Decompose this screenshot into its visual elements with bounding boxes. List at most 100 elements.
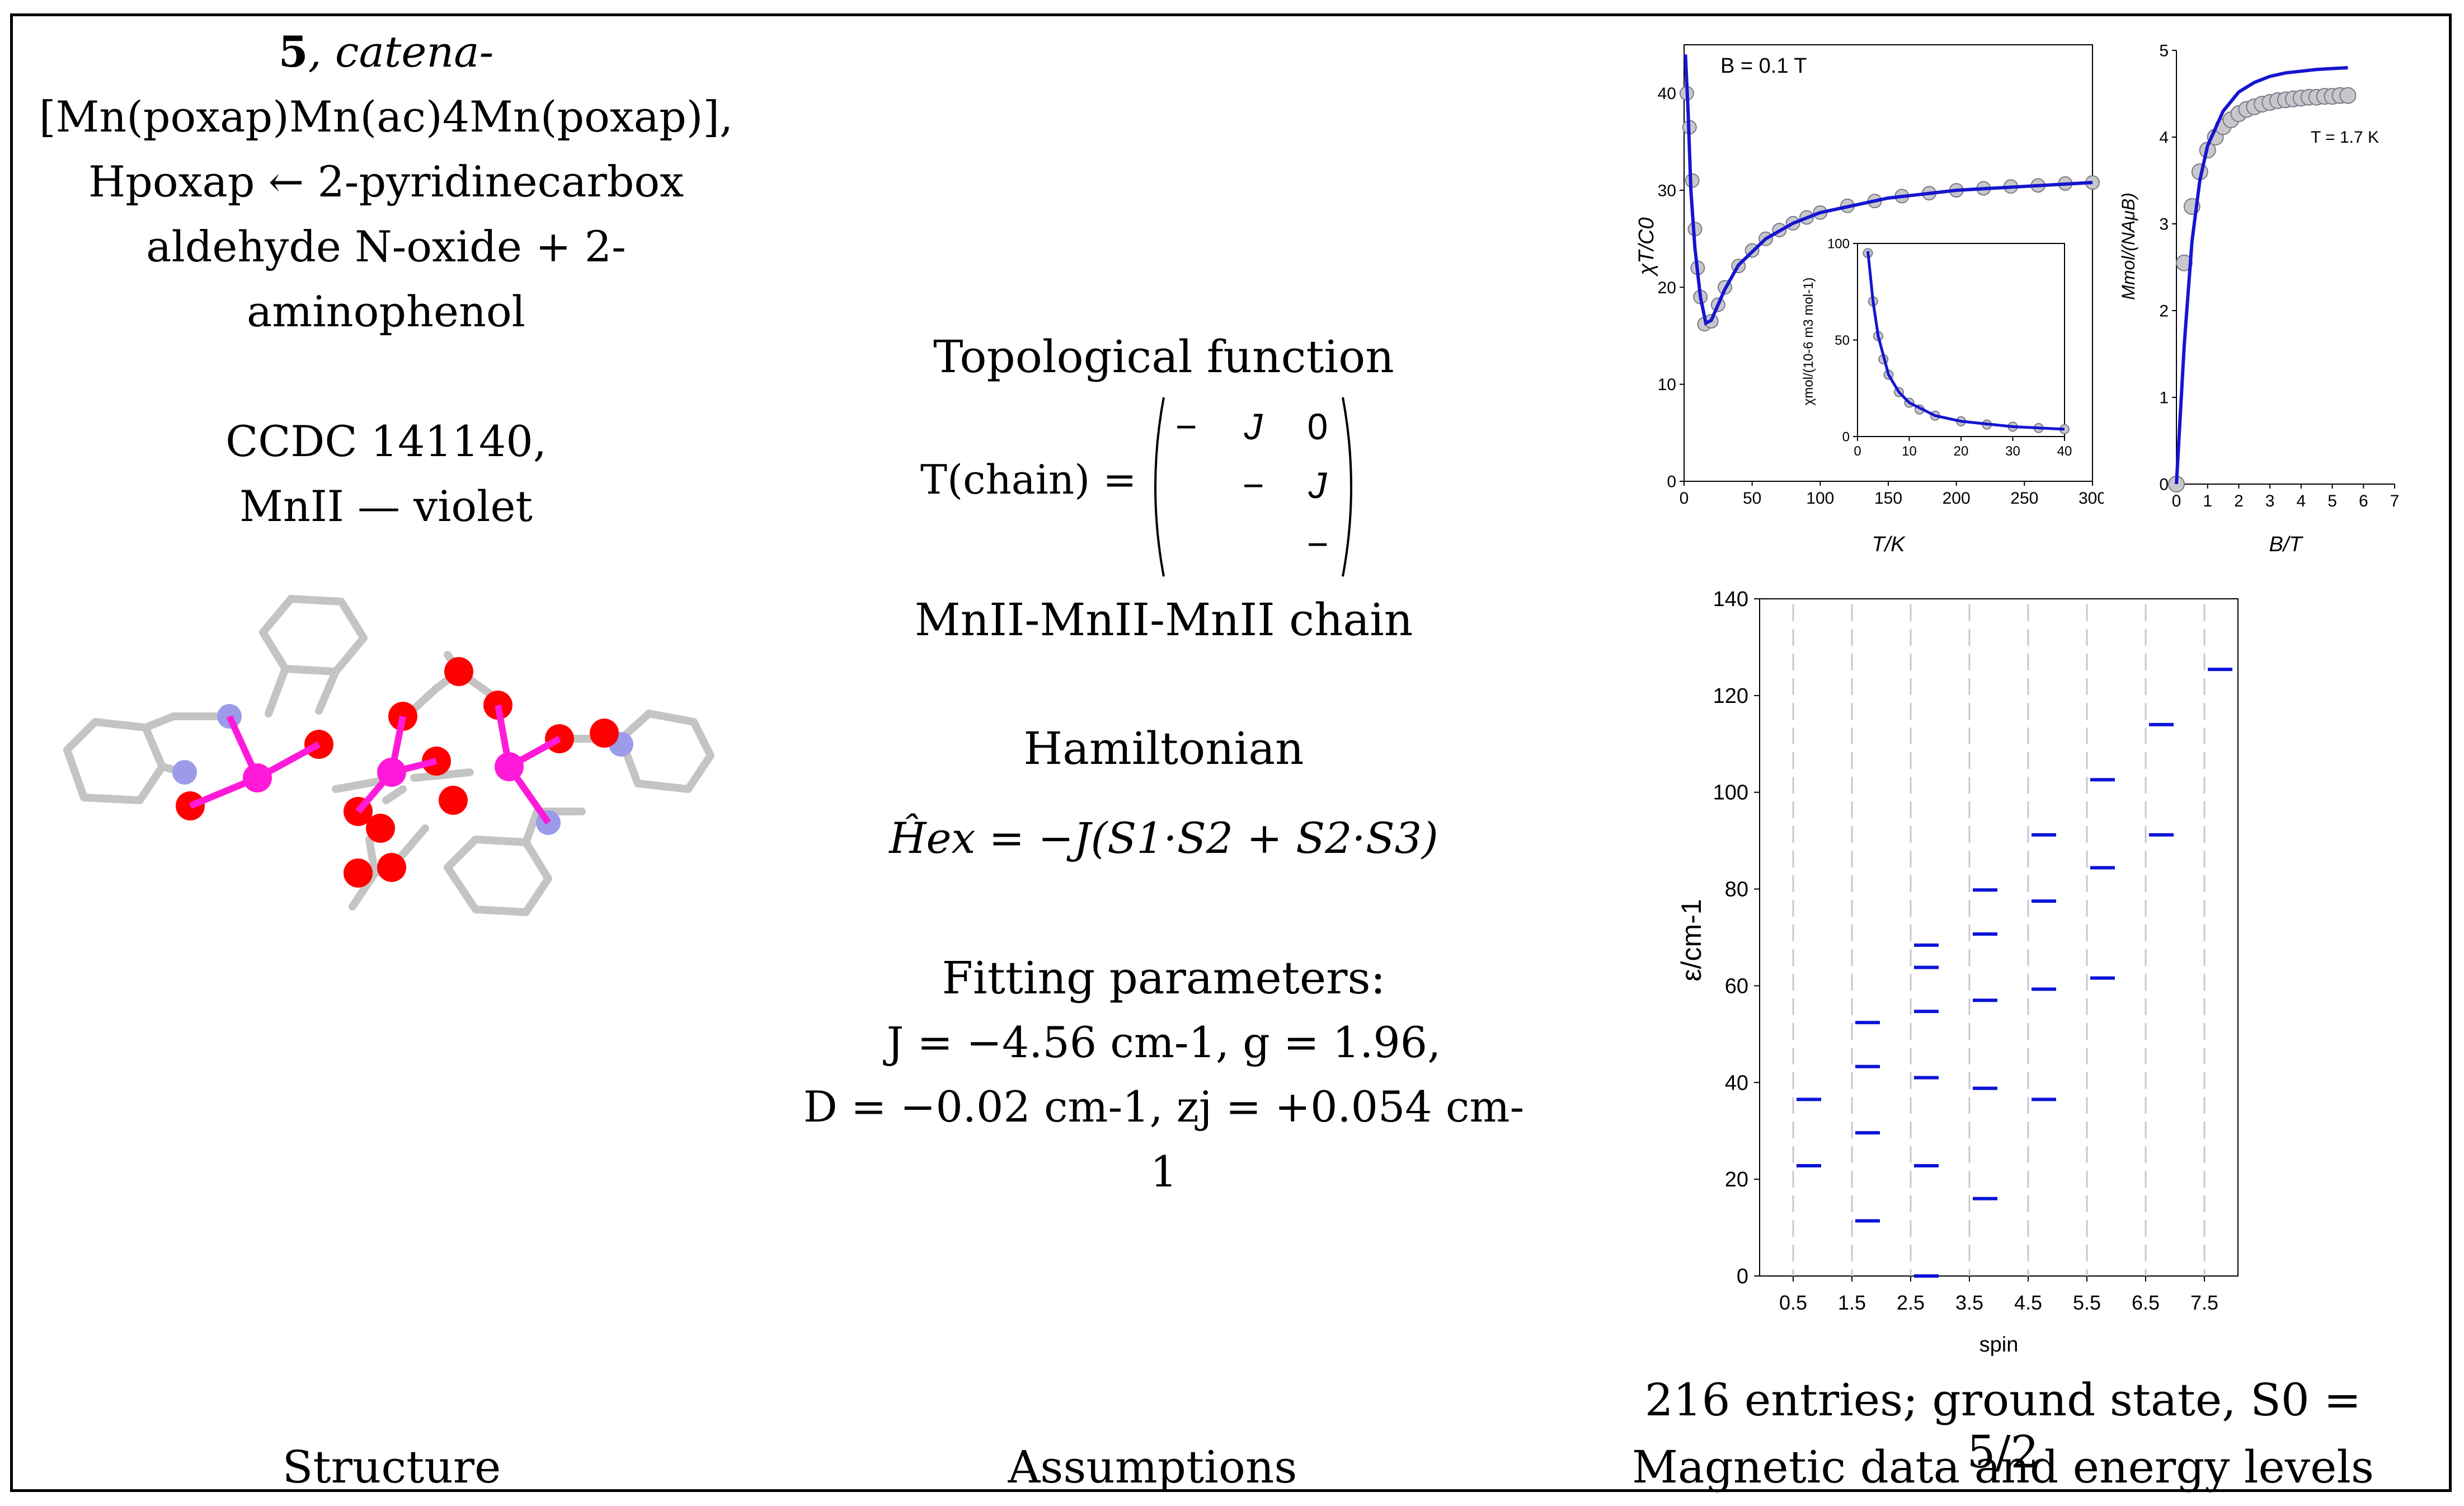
data-point [2339,87,2357,104]
pyridine-ring-right [617,710,714,793]
x-tick-label: 100 [1806,489,1834,508]
matrix-cell: − [1307,523,1329,565]
ligand-line-2: aldehyde N-oxide + 2- [146,222,626,271]
y-tick-label: 1 [2159,389,2169,407]
caption-structure: Structure [282,1441,501,1493]
x-tick-label: 0.5 [1779,1291,1807,1314]
color-note: MnII — violet [239,481,533,531]
y-tick-label: 0 [1842,429,1850,444]
ccdc-code: CCDC 141140, [225,416,547,466]
y-tick-label: 2 [2159,302,2169,321]
x-tick-label: 40 [2057,444,2072,459]
entries-caption: 216 entries; ground state, S0 = 5/2 [1644,1374,2362,1478]
y-axis-label: ε/cm-1 [1676,899,1707,981]
y-tick-label: 120 [1713,684,1748,708]
x-tick-label: 5 [2327,492,2337,510]
chart-title: B = 0.1 T [1720,54,1807,78]
y-tick-label: 30 [1658,182,1676,200]
compound-description: 5, catena- [Mn(poxap)Mn(ac)4Mn(poxap)], … [34,20,739,539]
x-axis-label: B/T [2269,533,2303,556]
y-tick-label: 0 [1737,1265,1748,1288]
x-tick-label: 0 [2172,492,2181,510]
matrix-cell: 0 [1308,406,1328,447]
y-tick-label: 60 [1725,974,1748,998]
ligand-line-1: Hpoxap ← 2-pyridinecarbox [88,157,684,207]
y-tick-label: 4 [2159,129,2169,147]
compound-number: 5 [278,27,308,77]
x-tick-label: 250 [2010,489,2038,508]
y-tick-label: 100 [1827,236,1850,251]
x-tick-label: 7 [2390,492,2400,510]
molecular-structure [63,595,714,916]
chain-label: MnII-MnII-MnII chain [914,594,1413,646]
y-axis-label: χT/C0 [1635,217,1658,276]
y-tick-label: 100 [1713,781,1748,805]
y-tick-label: 0 [1667,473,1676,491]
y-tick-label: 5 [2159,42,2169,60]
x-tick-label: 20 [1954,444,1969,459]
fit-line [1866,251,2065,431]
x-tick-label: 6.5 [2132,1291,2160,1314]
topological-title: Topological function [933,331,1394,383]
x-tick-label: 6 [2359,492,2368,510]
fit-line [2175,66,2348,485]
x-tick-label: 5.5 [2073,1291,2101,1314]
topological-lhs: T(chain) = [920,456,1137,503]
x-axis-label: spin [1979,1333,2019,1357]
hamiltonian-title: Hamiltonian [1023,722,1304,775]
hamiltonian-equation: Ĥex = −J(S1·S2 + S2·S3) [889,813,1438,863]
fitting-line-1: J = −4.56 cm-1, g = 1.96, [886,1017,1441,1067]
plot-frame [1759,598,2239,1277]
x-axis-label: T/K [1871,533,1906,556]
y-axis-label: Mmol/(NAμB) [2118,193,2138,300]
mn-bonds [189,704,561,825]
y-tick-label: 50 [1835,333,1850,348]
fitting-line-2: D = −0.02 cm-1, zj = +0.054 cm-1 [803,1082,1525,1197]
compound-formula: [Mn(poxap)Mn(ac)4Mn(poxap)], [39,92,733,142]
matrix-cell: − [1175,406,1197,447]
x-tick-label: 1 [2203,492,2212,510]
caption-magnetic: Magnetic data and energy levels [1631,1441,2374,1493]
phenol-ring-top [259,595,368,675]
x-tick-label: 0 [1680,489,1689,508]
x-tick-label: 3.5 [1955,1291,1983,1314]
x-tick-label: 30 [2005,444,2020,459]
energy-levels-chart: 0 20 40 60 80 100 120 140 0.5 1.5 2.5 3.5 4.5 5.5 6.5 7… [1676,588,2239,1357]
matrix-cell: J [1308,465,1328,506]
y-tick-label: 10 [1658,376,1676,394]
matrix-right-bracket [1342,397,1352,577]
fitting-title: Fitting parameters: [942,952,1386,1004]
topology-matrix: − J 0 − J − [1154,397,1352,577]
plot-frame [1857,243,2065,437]
x-tick-label: 3 [2265,492,2275,510]
x-tick-label: 200 [1943,489,1971,508]
ligand-line-3: aminophenol [247,287,525,336]
y-tick-label: 40 [1658,85,1676,103]
y-tick-label: 80 [1725,878,1748,902]
y-tick-label: 3 [2159,215,2169,234]
matrix-cell: − [1243,465,1264,506]
pyridine-ring-left [63,718,166,804]
y-tick-label: 140 [1713,588,1748,611]
x-tick-label: 4.5 [2014,1291,2042,1314]
y-tick-label: 20 [1725,1168,1748,1191]
x-tick-label: 1.5 [1838,1291,1866,1314]
fit-line [1684,54,2093,326]
x-tick-label: 2.5 [1897,1291,1925,1314]
magnetization-chart: 0 1 2 3 4 5 6 7 0 1 2 3 4 5 T = 1.7 K B/T Mmol/(NAμB) [2118,42,2400,557]
x-tick-label: 7.5 [2190,1291,2218,1314]
phenol-ring-bottom [444,836,552,916]
nitrogen-atom [172,760,197,785]
figure-frame [10,13,2452,1492]
y-tick-label: 20 [1658,279,1676,297]
x-tick-label: 10 [1902,444,1917,459]
compound-title-line: 5, catena- [34,20,739,85]
compound-name: , catena- [308,27,494,77]
x-tick-label: 50 [1743,489,1761,508]
inset-y-axis-label: χmol/(10-6 m3 mol-1) [1801,278,1816,406]
matrix-cell: J [1244,406,1263,447]
y-tick-label: 40 [1725,1071,1748,1095]
x-tick-label: 4 [2297,492,2306,510]
chart-title: T = 1.7 K [2311,128,2379,147]
